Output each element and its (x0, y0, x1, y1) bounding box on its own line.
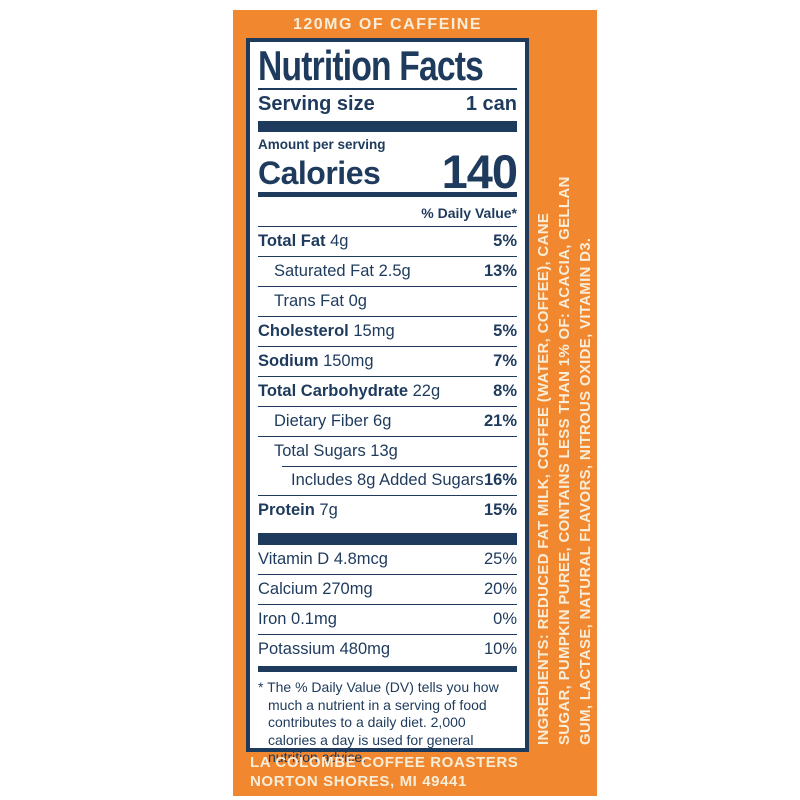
nutrient-daily-value: 0% (493, 610, 517, 628)
serving-size-row: Serving size 1 can (258, 90, 517, 120)
nutrient-name: Trans Fat 0g (274, 292, 367, 310)
nutrient-daily-value: 15% (483, 501, 517, 519)
nutrient-daily-value: 5% (493, 322, 517, 340)
nutrient-row: Trans Fat 0g (258, 286, 517, 316)
nutrient-daily-value: 8% (493, 382, 517, 400)
nutrient-row: Calcium 270mg 20% (258, 574, 517, 604)
nutrient-name: Dietary Fiber 6g (274, 412, 392, 430)
nutrient-daily-value: 20% (483, 580, 517, 598)
nutrient-daily-value: 13% (483, 262, 517, 280)
nutrient-row: Dietary Fiber 6g 21% (258, 406, 517, 436)
amount-per-serving-label: Amount per serving (258, 137, 386, 152)
divider-thick (258, 533, 517, 545)
nutrient-name: Protein 7g (258, 501, 338, 519)
caffeine-banner: 120MG OF CAFFEINE (292, 16, 483, 33)
ingredients-list: INGREDIENTS: REDUCED FAT MILK, COFFEE (W… (533, 170, 596, 745)
calories-label: Calories (258, 155, 381, 191)
nutrient-rows: Total Fat 4g 5% Saturated Fat 2.5g 13% Trans… (258, 226, 517, 525)
nutrient-row: Potassium 480mg 10% (258, 634, 517, 664)
ingredients-text: INGREDIENTS: REDUCED FAT MILK, COFFEE (W… (533, 170, 596, 745)
divider-thick (258, 121, 517, 132)
nutrient-name: Total Carbohydrate 22g (258, 382, 441, 400)
nutrient-name: Total Fat 4g (258, 232, 349, 250)
vitamin-rows: Vitamin D 4.8mcg 25% Calcium 270mg 20% Iron … (258, 545, 517, 664)
nutrient-row: Sodium 150mg 7% (258, 346, 517, 376)
nutrient-name: Total Sugars 13g (274, 442, 398, 460)
serving-size-value: 1 can (465, 93, 517, 115)
nutrient-row: Total Carbohydrate 22g 8% (258, 376, 517, 406)
serving-size-label: Serving size (258, 93, 375, 115)
manufacturer-address: LA COLOMBE COFFEE ROASTERS NORTON SHORES… (250, 754, 518, 791)
nutrient-row: Protein 7g 15% (258, 495, 517, 525)
manufacturer-city: NORTON SHORES, MI 49441 (250, 772, 467, 790)
nutrient-daily-value: 10% (483, 640, 517, 658)
divider-medium (258, 192, 517, 197)
nutrient-name: Saturated Fat 2.5g (274, 262, 411, 280)
nutrient-row: Cholesterol 15mg 5% (258, 316, 517, 346)
nutrient-row: Total Fat 4g 5% (258, 226, 517, 256)
nutrient-daily-value: 21% (483, 412, 517, 430)
calories-row: Calories 140 (258, 145, 518, 198)
nutrient-row: Total Sugars 13g (258, 436, 517, 466)
nutrient-name: Vitamin D 4.8mcg (258, 550, 388, 568)
daily-value-header: % Daily Value* (421, 205, 517, 221)
nutrient-name: Includes 8g Added Sugars (291, 471, 484, 489)
nutrient-row: Includes 8g Added Sugars 16% (258, 466, 517, 495)
ingredients-line: INGREDIENTS: REDUCED FAT MILK, COFFEE (W… (535, 212, 552, 745)
nutrition-facts-panel: Nutrition Facts Serving size 1 can Amoun… (246, 38, 529, 765)
ingredients-line: GUM, LACTASE, NATURAL FLAVORS, NITROUS O… (577, 237, 594, 745)
daily-value-footnote: * The % Daily Value (DV) tells you how m… (258, 679, 499, 765)
nutrient-name: Potassium 480mg (258, 640, 391, 658)
nutrition-facts-title: Nutrition Facts (258, 42, 484, 89)
nutrient-row: Saturated Fat 2.5g 13% (258, 256, 517, 286)
title-divider (258, 88, 517, 90)
nutrient-name: Calcium 270mg (258, 580, 373, 598)
nutrient-daily-value: 25% (483, 550, 517, 568)
calories-value: 140 (441, 145, 518, 198)
nutrient-name: Cholesterol 15mg (258, 322, 395, 340)
divider-medium (258, 666, 517, 672)
nutrient-name: Iron 0.1mg (258, 610, 337, 628)
nutrient-daily-value: 7% (493, 352, 517, 370)
nutrient-daily-value: 5% (493, 232, 517, 250)
manufacturer-name: LA COLOMBE COFFEE ROASTERS (250, 754, 519, 771)
nutrient-row: Vitamin D 4.8mcg 25% (258, 545, 517, 574)
nutrient-daily-value: 16% (483, 471, 517, 489)
nutrient-name: Sodium 150mg (258, 352, 374, 370)
nutrient-row: Iron 0.1mg 0% (258, 604, 517, 634)
ingredients-line: SUGAR, PUMPKIN PUREE, CONTAINS LESS THAN… (556, 176, 573, 745)
